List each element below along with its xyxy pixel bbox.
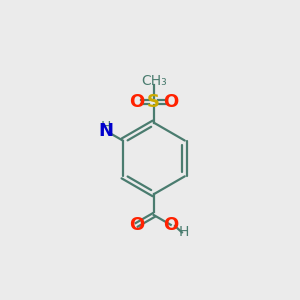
Text: S: S xyxy=(147,93,160,111)
Text: H: H xyxy=(101,120,111,134)
Text: O: O xyxy=(129,93,144,111)
Text: O: O xyxy=(164,93,179,111)
Text: O: O xyxy=(163,216,178,234)
Text: O: O xyxy=(129,216,144,234)
Text: H: H xyxy=(178,225,189,239)
Text: CH₃: CH₃ xyxy=(141,74,167,88)
Text: N: N xyxy=(98,122,113,140)
